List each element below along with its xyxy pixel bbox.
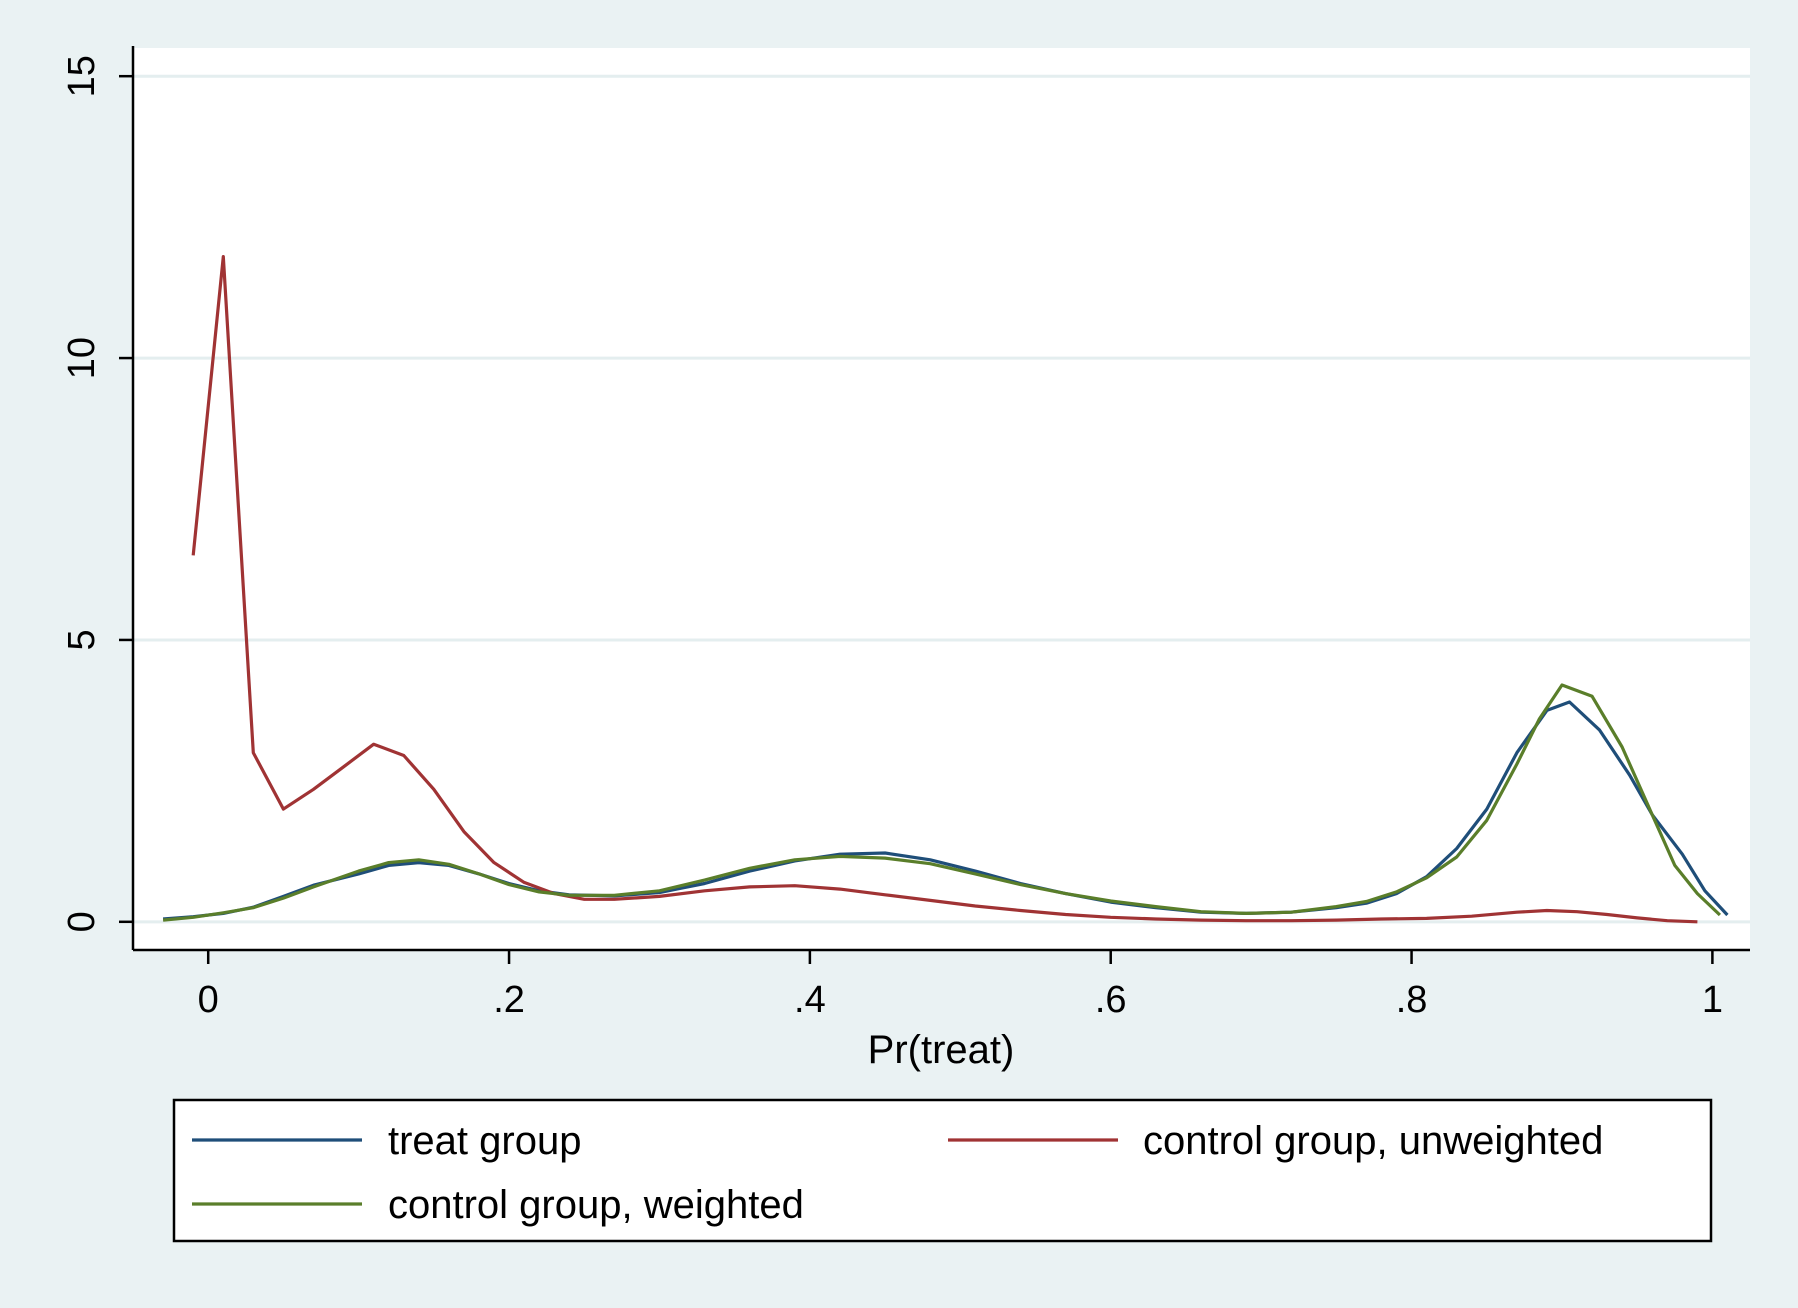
x-tick-label-0: 0 [198, 979, 219, 1021]
tick-marks [119, 74, 1714, 964]
legend-box [172, 1098, 1713, 1243]
series-line-1 [191, 255, 1698, 924]
y-tick-label-1: 5 [61, 629, 103, 650]
y-tick-label-0: 0 [61, 911, 103, 932]
y-tick-label-2: 10 [61, 337, 103, 379]
y-tick-label-3: 15 [61, 55, 103, 97]
x-tick-label-3: .6 [1095, 979, 1127, 1021]
x-axis-title: Pr(treat) [868, 1028, 1015, 1072]
x-tick-label-2: .4 [794, 979, 826, 1021]
legend-label-0: treat group [388, 1119, 581, 1163]
x-tick-label-5: 1 [1702, 979, 1723, 1021]
legend-label-1: control group, unweighted [1143, 1119, 1603, 1163]
series-lines [162, 255, 1729, 924]
legend-label-2: control group, weighted [388, 1183, 804, 1227]
legend: treat group control group, unweighted cont… [192, 1119, 1603, 1227]
x-tick-label-1: .2 [493, 979, 525, 1021]
series-line-2 [162, 683, 1722, 922]
axes [131, 46, 1750, 952]
plot-area [133, 48, 1750, 950]
gridlines [133, 74, 1750, 924]
x-tick-label-4: .8 [1396, 979, 1428, 1021]
